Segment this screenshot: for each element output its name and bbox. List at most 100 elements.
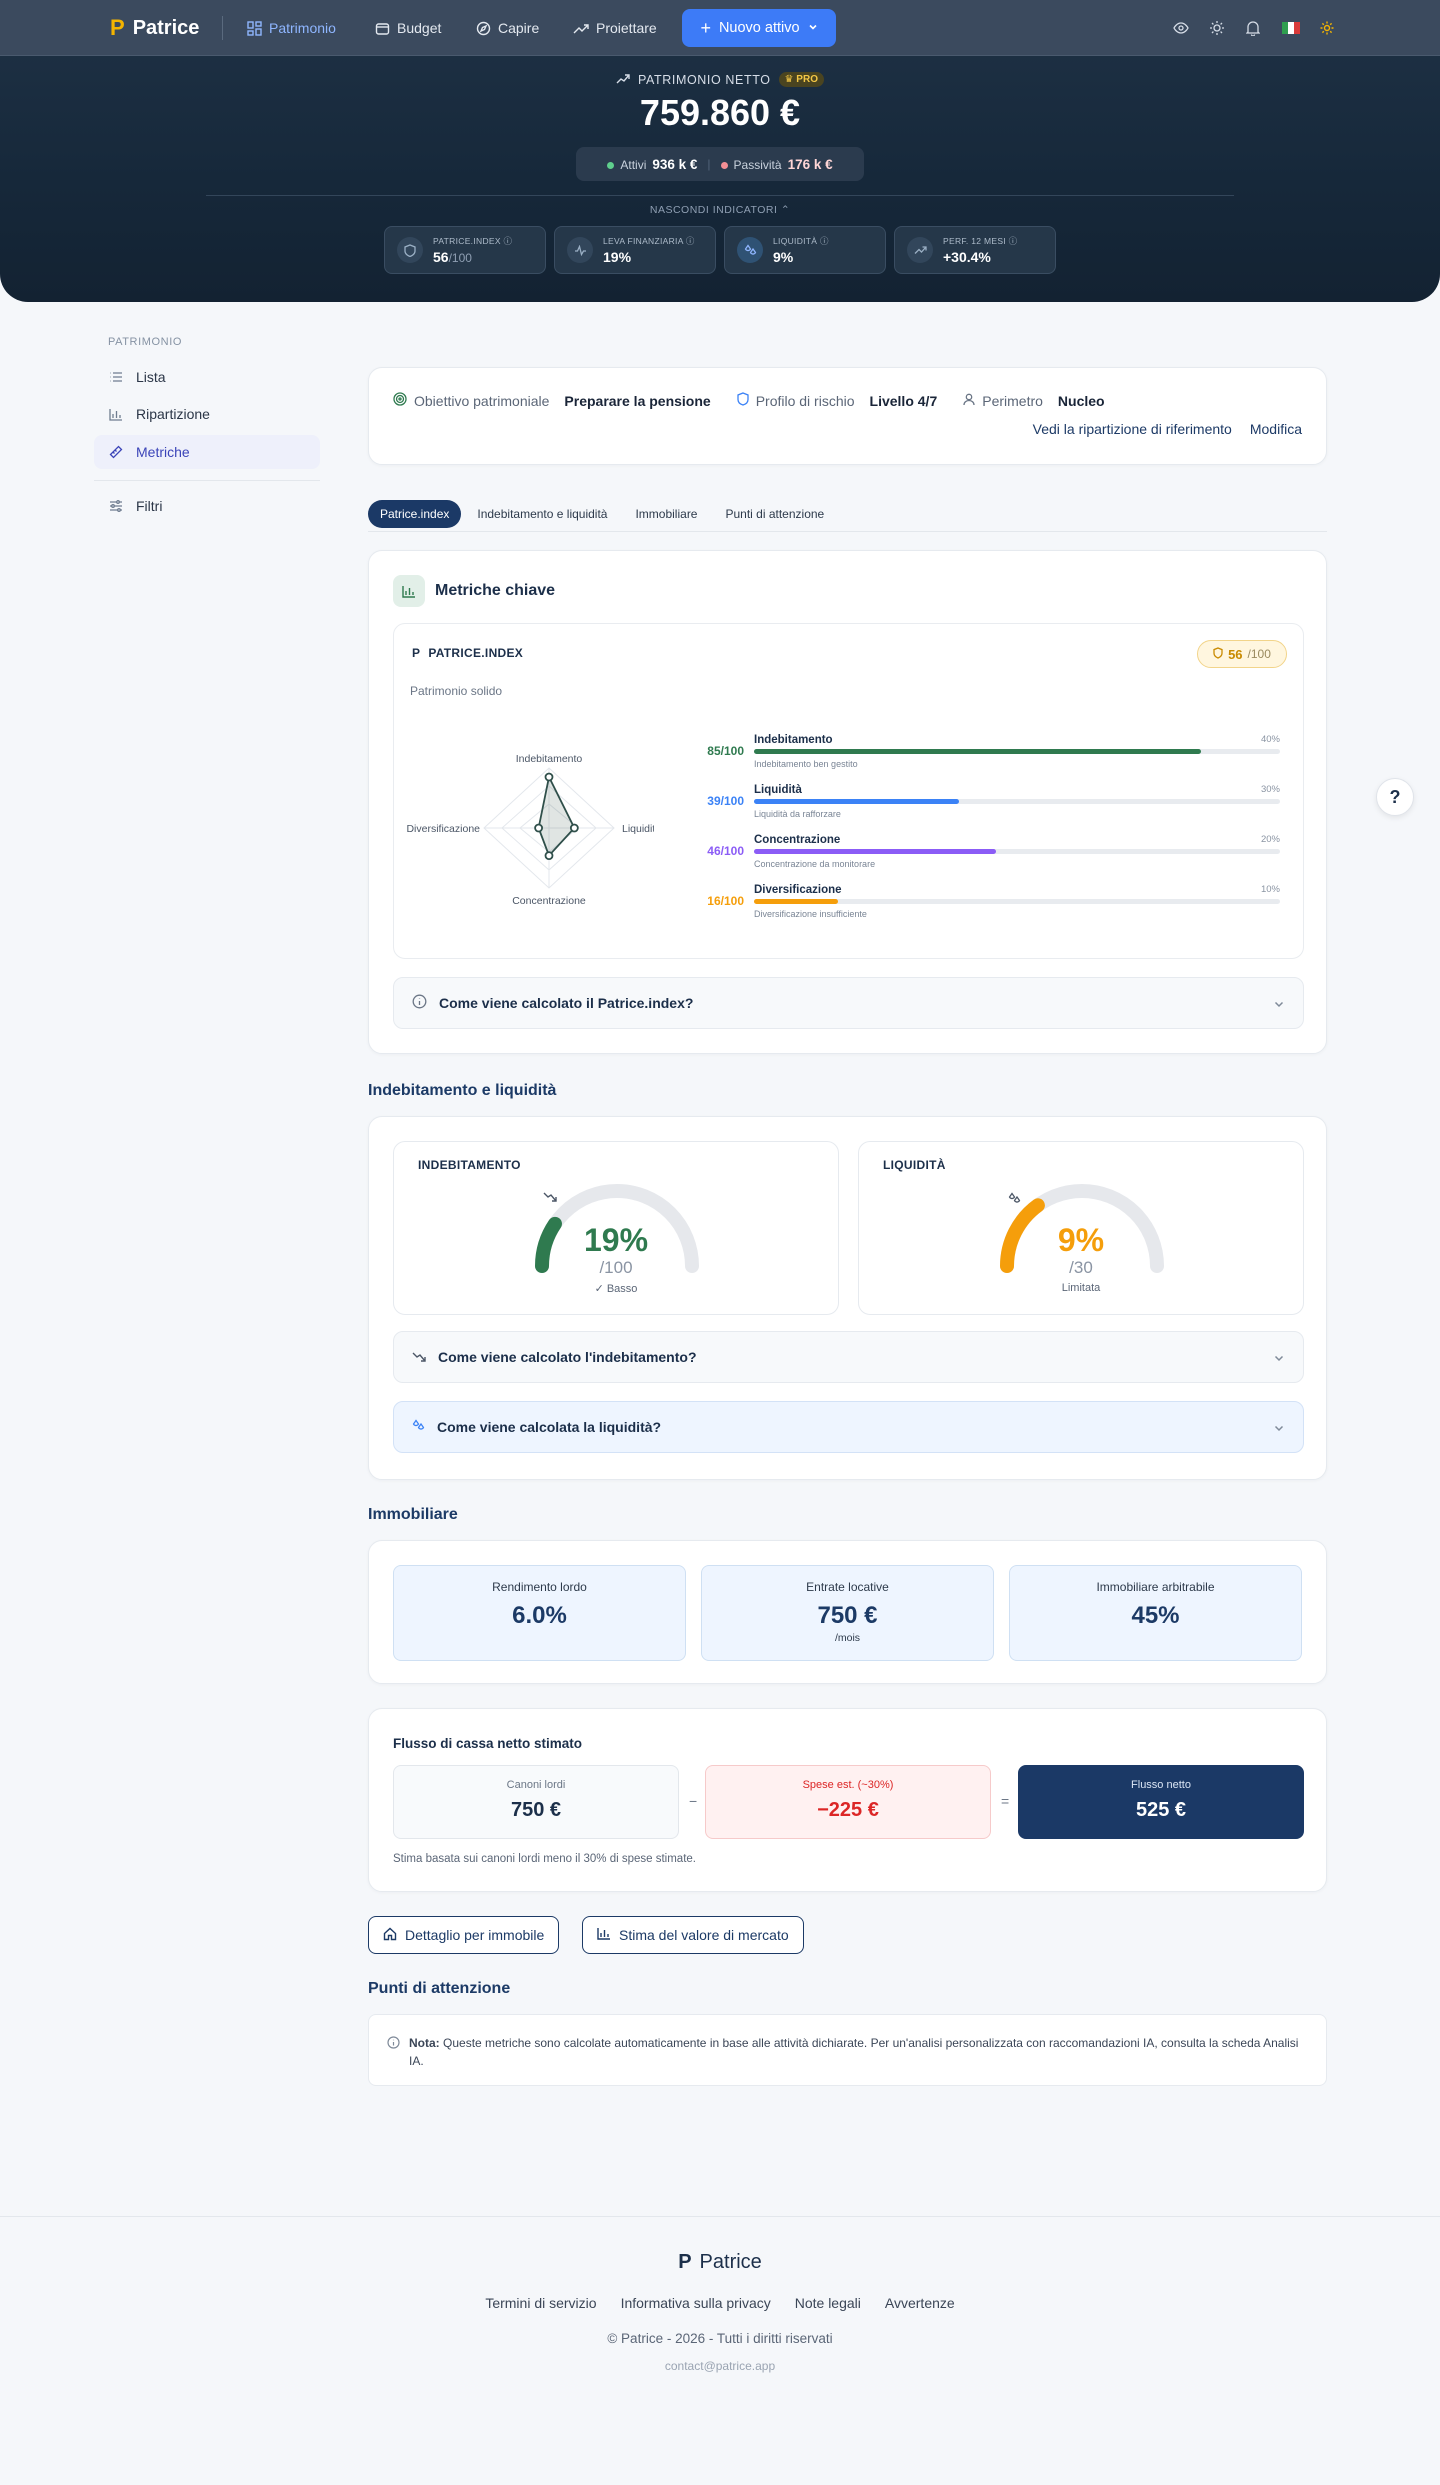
pro-badge-label: PRO <box>796 74 818 85</box>
component-weight: 40% <box>1260 734 1280 745</box>
faq-indebitamento[interactable]: Come viene calcolato l'indebitamento? <box>393 1331 1304 1383</box>
patrice-index-score-badge: 56/100 <box>1197 640 1287 668</box>
reference-allocation-link[interactable]: Vedi la ripartizione di riferimento <box>1032 421 1232 437</box>
radar-shape <box>537 774 576 858</box>
assets-dot <box>607 161 615 169</box>
net-flow-label: Flusso netto <box>1131 1779 1191 1791</box>
help-button[interactable]: ? <box>1376 778 1414 816</box>
liquidity-gauge-box: LIQUIDITÀ 9% /30 Limitata <box>858 1141 1304 1315</box>
nav-proiettare[interactable]: Proiettare <box>573 14 657 42</box>
equals-operator: = <box>1001 1793 1010 1809</box>
component-bar: 39/100 Liquidità 30% Liquidità da rafforzar… <box>707 784 1280 824</box>
indicator-liquidita[interactable]: LIQUIDITÀ ⓘ 9% <box>724 226 886 274</box>
footer-link-disclaimer[interactable]: Avvertenze <box>884 2295 955 2311</box>
debt-gauge-title: INDEBITAMENTO <box>418 1158 521 1172</box>
gear-icon[interactable] <box>1318 19 1336 37</box>
indicator-label-text: LEVA FINANZIARIA <box>603 236 684 246</box>
property-detail-button[interactable]: Dettaglio per immobile <box>368 1916 560 1954</box>
cash-flow-title: Flusso di cassa netto stimato <box>393 1736 583 1751</box>
component-track <box>754 899 1280 904</box>
footer-link-privacy[interactable]: Informativa sulla privacy <box>620 2295 771 2311</box>
component-track <box>754 799 1280 804</box>
eye-icon[interactable] <box>1172 19 1190 37</box>
component-weight: 10% <box>1260 884 1280 895</box>
radar-label-top: Indebitamento <box>516 753 583 765</box>
real-estate-title: Immobiliare <box>368 1506 458 1523</box>
hide-indicators-toggle[interactable]: NASCONDI INDICATORI ⌃ <box>0 204 1440 216</box>
net-worth-label: PATRIMONIO NETTO <box>638 72 771 87</box>
goal-item: Obiettivo patrimoniale Preparare la pensi… <box>393 392 711 409</box>
component-note: Indebitamento ben gestito <box>754 759 858 769</box>
tab-patrice-index[interactable]: Patrice.index <box>368 499 462 528</box>
faq-liquidita[interactable]: Come viene calcolata la liquidità? <box>393 1401 1304 1453</box>
sidebar-item-ripartizione[interactable]: Ripartizione <box>94 397 320 431</box>
indicator-leva-finanziaria[interactable]: LEVA FINANZIARIA ⓘ 19% <box>554 226 716 274</box>
faq-patrice-index[interactable]: Come viene calcolato il Patrice.index? <box>393 977 1304 1029</box>
sidebar-item-filtri[interactable]: Filtri <box>94 489 320 523</box>
info-icon: ⓘ <box>1008 236 1018 246</box>
italy-flag-icon[interactable] <box>1282 19 1300 37</box>
liquidity-gauge <box>1000 1184 1164 1273</box>
component-track <box>754 749 1280 754</box>
cash-flow-card: Flusso di cassa netto stimato Canoni lor… <box>368 1708 1327 1892</box>
new-asset-button[interactable]: + Nuovo attivo <box>682 9 836 47</box>
bell-icon[interactable] <box>1244 19 1262 37</box>
footer-email[interactable]: contact@patrice.app <box>664 2359 776 2373</box>
sidebar-divider <box>94 480 320 481</box>
market-value-button[interactable]: Stima del valore di mercato <box>582 1916 804 1954</box>
app-logo[interactable]: P Patrice <box>110 15 200 40</box>
debt-gauge-scale: /100 <box>599 1258 633 1277</box>
gross-rent-label: Canoni lordi <box>506 1779 566 1791</box>
note-bold: Nota: <box>409 2036 440 2050</box>
perimeter-value: Nucleo <box>1057 392 1105 409</box>
radar-label-left: Diversificazione <box>406 823 480 835</box>
patrice-index-subtitle: Patrimonio solido <box>410 684 503 698</box>
debt-gauge <box>535 1184 699 1273</box>
wallet-icon <box>374 20 390 36</box>
indicator-suffix: /100 <box>448 251 472 265</box>
tab-punti-attenzione[interactable]: Punti di attenzione <box>725 506 825 521</box>
patrice-index-title: PATRICE.INDEX <box>428 646 524 660</box>
nav-budget[interactable]: Budget <box>374 14 441 42</box>
kpi-sub: /mois <box>834 1632 861 1644</box>
patrice-index-panel: P PATRICE.INDEX 56/100 Patrimonio solido … <box>393 623 1304 959</box>
info-icon <box>387 2036 400 2054</box>
indicator-patrice-index[interactable]: PATRICE.INDEX ⓘ 56/100 <box>384 226 546 274</box>
attention-title: Punti di attenzione <box>368 1980 511 1997</box>
radar-point-concentrazione <box>544 851 554 860</box>
info-icon <box>412 994 427 1012</box>
indicator-label: PATRICE.INDEX ⓘ <box>433 235 512 247</box>
nav-patrimonio[interactable]: Patrimonio <box>246 14 336 42</box>
score-max: /100 <box>1247 647 1271 661</box>
footer-link-legal[interactable]: Note legali <box>794 2295 861 2311</box>
component-note: Liquidità da rafforzare <box>754 809 841 819</box>
tab-indebitamento[interactable]: Indebitamento e liquidità <box>477 506 608 521</box>
property-detail-label: Dettaglio per immobile <box>405 1927 545 1943</box>
kpi-value: 45% <box>1131 1602 1180 1629</box>
debt-gauge-heading: INDEBITAMENTO <box>410 1158 557 1202</box>
footer-logo[interactable]: P Patrice <box>0 2251 1440 2274</box>
sun-icon[interactable] <box>1208 19 1226 37</box>
nav-label: Capire <box>498 20 540 36</box>
trend-up-icon <box>616 73 630 87</box>
kpi-arbitrable: Immobiliare arbitrabile 45% <box>1009 1565 1302 1661</box>
droplets-icon <box>412 1419 425 1435</box>
tab-immobiliare[interactable]: Immobiliare <box>635 506 698 521</box>
edit-link[interactable]: Modifica <box>1249 421 1302 437</box>
nav-capire[interactable]: Capire <box>475 14 539 42</box>
footer-link-terms[interactable]: Termini di servizio <box>485 2295 597 2311</box>
component-name: Liquidità <box>754 784 802 796</box>
chevron-up-icon: ⌃ <box>780 204 791 216</box>
indicator-label-text: PATRICE.INDEX <box>433 236 501 246</box>
top-navigation: P Patrice Patrimonio Budget Capire Proie… <box>0 0 1440 56</box>
indicator-performance[interactable]: PERF. 12 MESI ⓘ +30.4% <box>894 226 1056 274</box>
objective-card: Obiettivo patrimoniale Preparare la pensi… <box>368 367 1327 465</box>
component-bar: 46/100 Concentrazione 20% Concentrazione da… <box>707 834 1280 874</box>
component-note: Concentrazione da monitorare <box>754 859 876 869</box>
assets-liabilities-pill: Attivi 936 k € | Passività 176 k € <box>576 147 864 181</box>
sidebar-item-metriche[interactable]: Metriche <box>94 435 320 469</box>
pill-divider: | <box>707 157 711 171</box>
footer-links: Termini di servizio Informativa sulla pr… <box>0 2295 1440 2311</box>
sidebar-item-lista[interactable]: Lista <box>94 360 320 394</box>
app-name: Patrice <box>132 16 200 39</box>
